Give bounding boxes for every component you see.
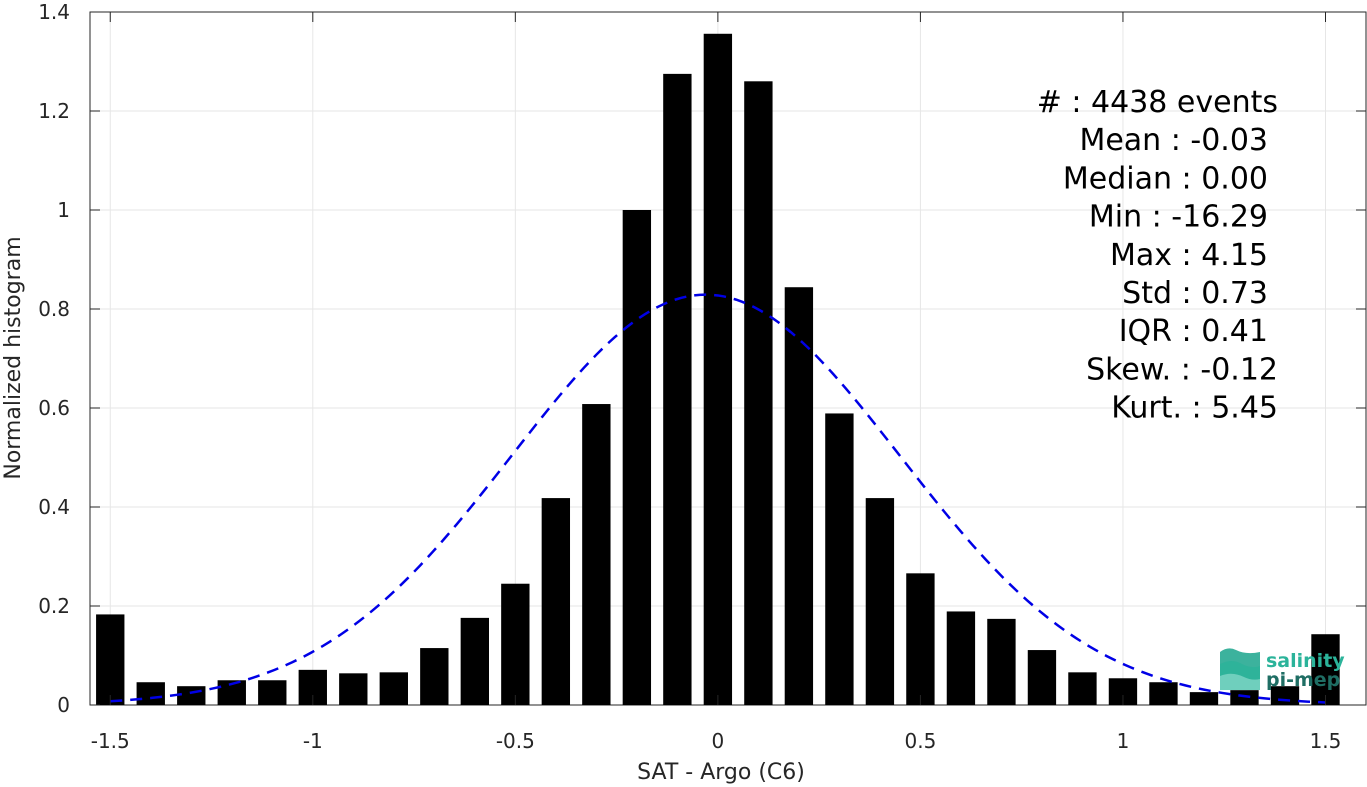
histogram-bar <box>622 210 652 705</box>
histogram-bar <box>177 686 206 705</box>
y-tick-label: 1 <box>57 198 70 222</box>
bars <box>96 33 1340 706</box>
histogram-bar <box>339 673 368 705</box>
histogram-bar <box>420 648 449 705</box>
salinity-pimep-logo: salinity pi-mep <box>1220 648 1345 691</box>
stats-line: Skew. : -0.12 <box>1086 352 1278 387</box>
y-tick-label: 0.6 <box>38 396 70 420</box>
stats-line: Mean : -0.03 <box>1079 123 1268 158</box>
histogram-bar <box>541 498 571 705</box>
y-tick-label: 0.4 <box>38 495 70 519</box>
histogram-bar <box>501 583 530 705</box>
histogram-bar <box>703 33 733 705</box>
y-tick-label: 1.4 <box>38 0 70 24</box>
stats-line: Kurt. : 5.45 <box>1111 391 1278 426</box>
x-tick-label: -0.5 <box>496 729 535 753</box>
histogram-bar <box>136 682 165 705</box>
histogram-bar <box>987 618 1016 705</box>
x-axis-ticks: -1.5 -1 -0.5 0 0.5 1 1.5 <box>91 12 1342 753</box>
histogram-bar <box>460 617 490 705</box>
stats-line: Std : 0.73 <box>1122 276 1268 311</box>
y-tick-label: 0.8 <box>38 297 70 321</box>
histogram-bar <box>1230 690 1259 705</box>
stats-line: Median : 0.00 <box>1063 161 1268 196</box>
stats-line: Min : -16.29 <box>1089 200 1268 235</box>
x-tick-label: -1 <box>303 729 323 753</box>
x-tick-label: 1.5 <box>1310 729 1342 753</box>
logo-text-salinity: salinity <box>1266 650 1345 672</box>
x-tick-label: 0 <box>712 729 725 753</box>
stats-line: IQR : 0.41 <box>1119 314 1268 349</box>
y-tick-label: 0.2 <box>38 594 70 618</box>
logo-text-pimep: pi-mep <box>1266 669 1340 691</box>
histogram-bar <box>258 680 287 705</box>
histogram-bar <box>379 672 408 705</box>
histogram-bar <box>1027 650 1057 705</box>
wave-logo-icon <box>1220 648 1260 690</box>
x-tick-label: -1.5 <box>91 729 130 753</box>
stats-line: Max : 4.15 <box>1110 238 1268 273</box>
stats-line: # : 4438 events <box>1037 85 1278 120</box>
histogram-bar <box>1270 686 1300 705</box>
x-tick-label: 1 <box>1117 729 1130 753</box>
x-tick-label: 0.5 <box>905 729 937 753</box>
y-tick-label: 1.2 <box>38 99 70 123</box>
histogram-bar <box>744 81 773 706</box>
histogram-bar <box>1189 692 1219 705</box>
histogram-bar <box>946 611 976 705</box>
y-axis-label: Normalized histogram <box>1 236 26 479</box>
gaussian-fit-curve <box>110 293 1326 704</box>
histogram-bar <box>1068 672 1097 705</box>
histogram-bar <box>825 413 854 705</box>
histogram-bar <box>1311 634 1340 705</box>
histogram-bar <box>784 287 814 705</box>
histogram-bar <box>663 73 692 705</box>
histogram-bar <box>865 498 895 705</box>
histogram-bar <box>1149 682 1178 705</box>
y-tick-label: 0 <box>57 693 70 717</box>
histogram-bar <box>96 614 125 705</box>
y-axis-ticks: 0 0.2 0.4 0.6 0.8 1 1.2 1.4 <box>38 0 1366 717</box>
histogram-bar <box>906 573 935 705</box>
x-axis-label: SAT - Argo (C6) <box>637 760 805 785</box>
histogram-bar <box>582 404 611 705</box>
